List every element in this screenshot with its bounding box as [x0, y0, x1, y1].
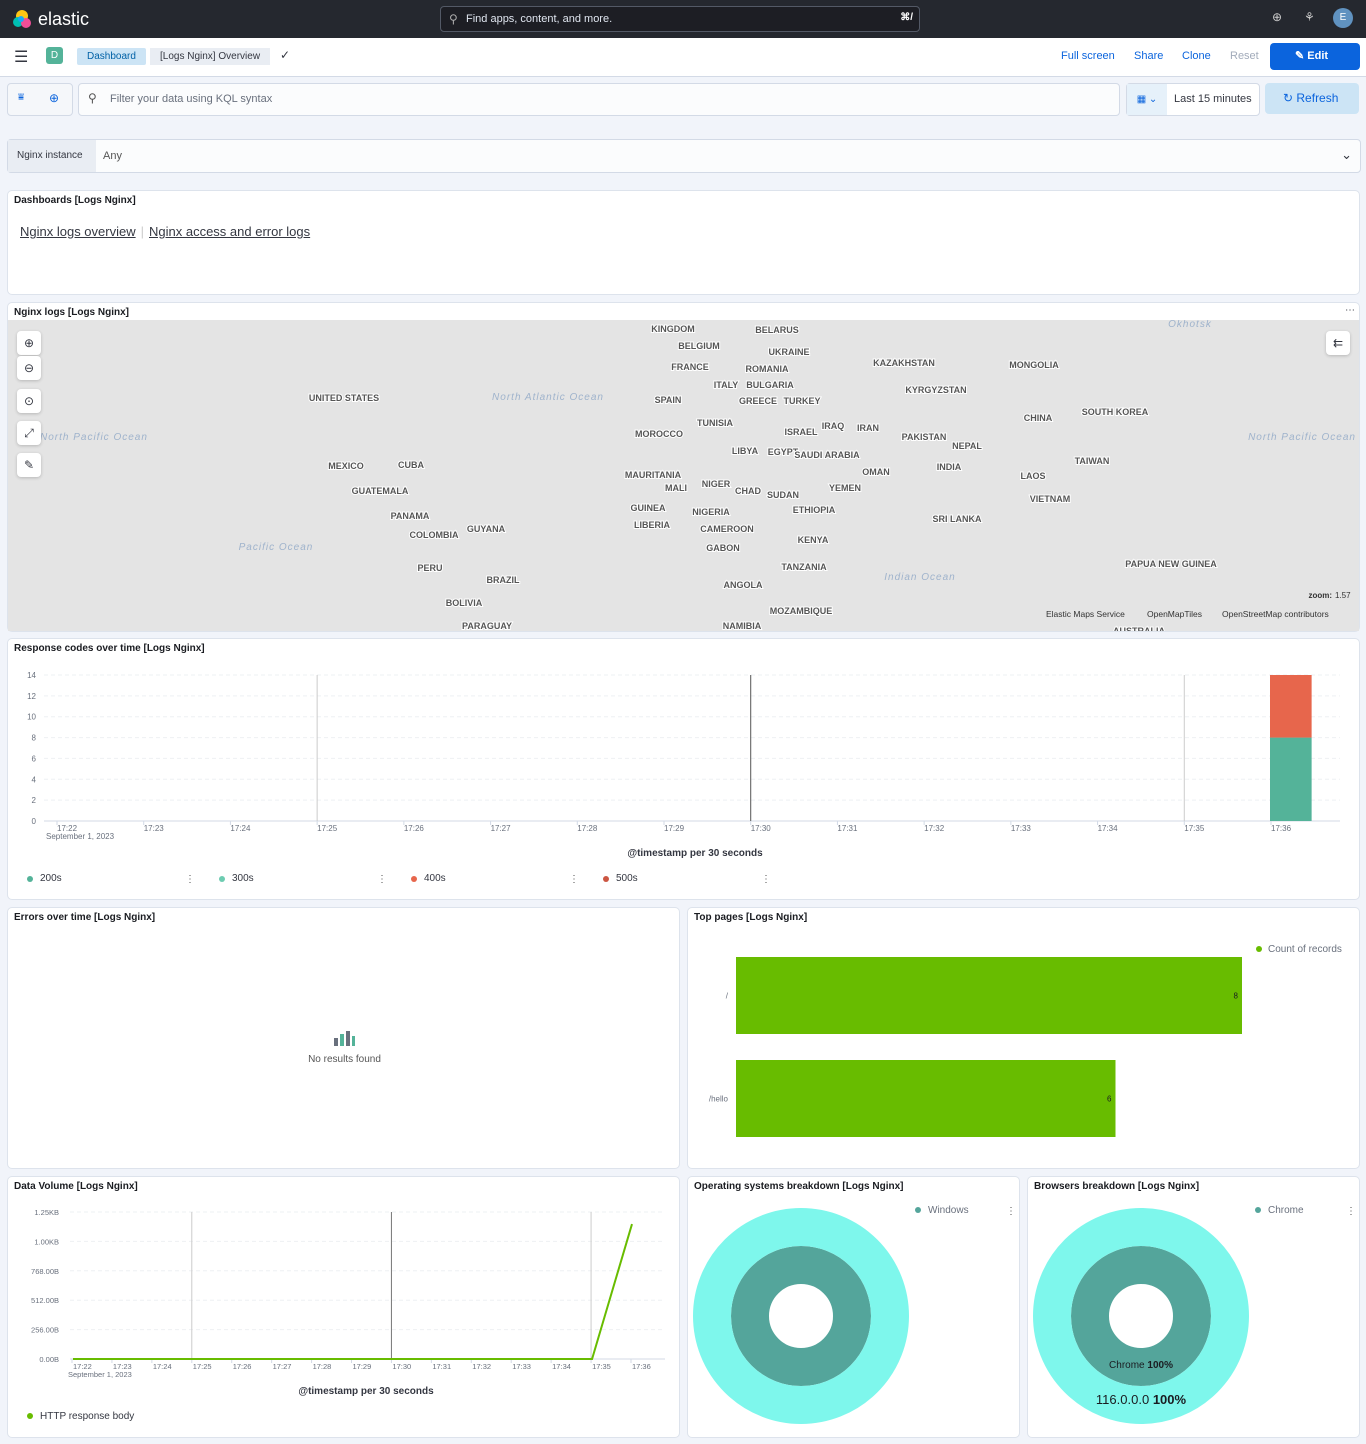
separator: | — [140, 224, 144, 239]
filter-icon[interactable]: ⩸ — [18, 92, 25, 103]
zoom-out[interactable]: ⊖ — [17, 356, 41, 380]
search-icon: ⚲ — [449, 12, 458, 26]
map-panel: Nginx logs [Logs Nginx] ⋯ — [7, 302, 1360, 632]
breadcrumb: [Logs Nginx] Overview — [150, 48, 271, 65]
legend-toggle[interactable]: ⇇ — [1326, 331, 1350, 355]
action-link[interactable]: Reset — [1230, 50, 1259, 62]
locate[interactable]: ⊙ — [17, 389, 41, 413]
header: elastic ⚲ Find apps, content, and more. … — [0, 0, 1366, 38]
control-value: Any — [103, 150, 122, 162]
fit-bounds[interactable]: ⤢ — [17, 421, 41, 445]
empty-icon — [334, 1031, 355, 1046]
action-link[interactable]: Share — [1134, 50, 1164, 62]
nav-bar: ☰ D Dashboard [Logs Nginx] Overview ✓ Fu… — [0, 38, 1366, 77]
query-placeholder: Filter your data using KQL syntax — [110, 93, 273, 105]
space-badge[interactable]: D — [46, 47, 63, 64]
search-placeholder: Find apps, content, and more. — [466, 13, 613, 25]
action-link[interactable]: Full screen — [1061, 50, 1115, 62]
check-icon: ✓ — [280, 48, 291, 62]
logo[interactable]: elastic — [38, 9, 90, 29]
response-panel: Response codes over time [Logs Nginx] — [7, 638, 1360, 900]
control-label: Nginx instance — [8, 140, 96, 172]
time-picker[interactable]: ▦ ⌄ Last 15 minutes — [1126, 83, 1260, 116]
calendar-icon[interactable]: ▦ ⌄ — [1127, 84, 1167, 115]
edit-label: Edit — [1307, 50, 1329, 62]
top-pages-panel: Top pages [Logs Nginx] — [687, 907, 1360, 1169]
panel-title: Dashboards [Logs Nginx] — [14, 195, 136, 206]
edit-button[interactable]: ✎ Edit — [1270, 43, 1360, 70]
refresh-icon: ↻ — [1283, 91, 1297, 105]
panel-title: Top pages [Logs Nginx] — [694, 912, 808, 923]
zoom-in[interactable]: ⊕ — [17, 331, 41, 355]
breadcrumb[interactable]: Dashboard — [77, 48, 146, 65]
help-icon[interactable]: ⊕ — [1272, 10, 1283, 24]
logo-icon — [13, 10, 31, 28]
global-search[interactable]: ⚲ Find apps, content, and more. ⌘/ — [440, 6, 920, 32]
query-icon: ⚲ — [88, 91, 97, 105]
panel-title: Data Volume [Logs Nginx] — [14, 1181, 138, 1192]
volume-panel: Data Volume [Logs Nginx] — [7, 1176, 680, 1438]
time-range: Last 15 minutes — [1174, 93, 1252, 105]
control[interactable]: Nginx instance Any ⌄ — [7, 139, 1361, 173]
filter-buttons[interactable]: ⩸ ⊕ — [7, 83, 73, 116]
dashboard-link[interactable]: Nginx access and error logs — [149, 224, 311, 239]
browser-panel: Browsers breakdown [Logs Nginx] — [1027, 1176, 1360, 1438]
add-filter-icon[interactable]: ⊕ — [49, 91, 60, 105]
refresh-button[interactable]: ↻ Refresh — [1265, 83, 1359, 114]
panel-title: Errors over time [Logs Nginx] — [14, 912, 156, 923]
empty-message: No results found — [308, 1054, 381, 1065]
menu-button[interactable]: ☰ — [14, 49, 29, 66]
draw-tool[interactable]: ✎ — [17, 453, 41, 477]
panel-title: Browsers breakdown [Logs Nginx] — [1034, 1181, 1200, 1192]
panel-title: Operating systems breakdown [Logs Nginx] — [694, 1181, 904, 1192]
errors-panel: Errors over time [Logs Nginx] No results… — [7, 907, 680, 1169]
news-icon[interactable]: ⚘ — [1304, 10, 1315, 24]
panel-title: Nginx logs [Logs Nginx] — [14, 307, 129, 318]
refresh-label: Refresh — [1296, 91, 1339, 105]
panel-menu[interactable]: ⋯ — [1345, 305, 1355, 316]
action-link[interactable]: Clone — [1182, 50, 1211, 62]
avatar[interactable]: E — [1333, 8, 1353, 28]
link-list: Nginx logs overview | Nginx access and err… — [20, 224, 310, 239]
query-input[interactable]: ⚲ Filter your data using KQL syntax — [78, 83, 1120, 116]
dropdown-icon[interactable]: ⌄ — [1341, 147, 1352, 162]
panel-title: Response codes over time [Logs Nginx] — [14, 643, 205, 654]
links-panel: Dashboards [Logs Nginx] Nginx logs overv… — [7, 190, 1360, 295]
shortcut: ⌘/ — [900, 12, 913, 23]
os-panel: Operating systems breakdown [Logs Nginx] — [687, 1176, 1020, 1438]
edit-icon: ✎ — [1295, 50, 1308, 62]
dashboard-link[interactable]: Nginx logs overview — [20, 224, 136, 239]
